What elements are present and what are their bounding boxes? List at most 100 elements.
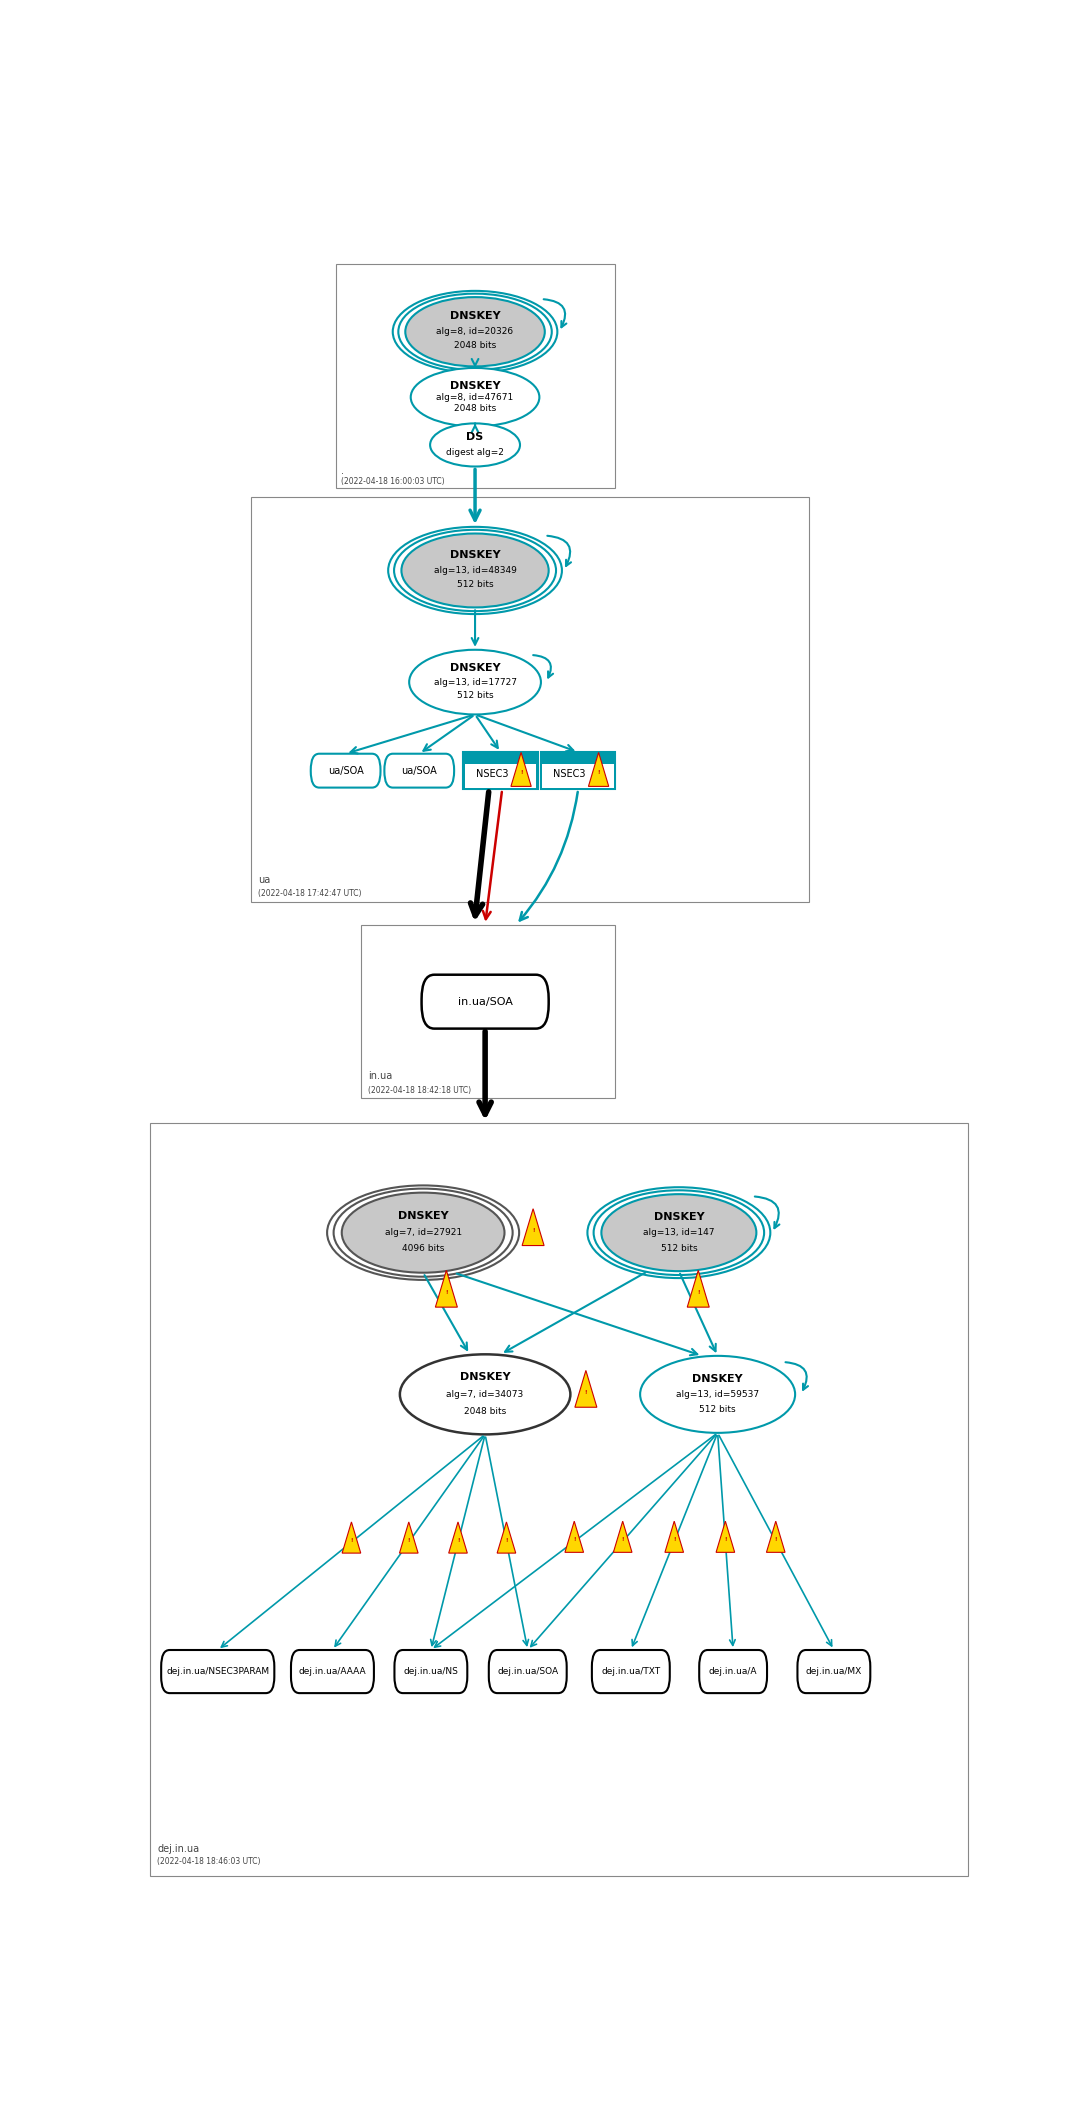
Text: !: !: [408, 1539, 410, 1543]
Text: dej.in.ua: dej.in.ua: [157, 1843, 200, 1853]
Bar: [336, 263, 614, 488]
Bar: [465, 764, 537, 788]
Text: !: !: [585, 1391, 587, 1395]
Text: ua: ua: [257, 875, 271, 885]
Text: NSEC3: NSEC3: [476, 769, 508, 779]
Text: !: !: [531, 1229, 535, 1233]
Polygon shape: [435, 1270, 457, 1308]
Text: (2022-04-18 16:00:03 UTC): (2022-04-18 16:00:03 UTC): [340, 478, 444, 486]
Text: digest alg=2: digest alg=2: [446, 448, 504, 456]
Text: alg=13, id=17727: alg=13, id=17727: [433, 677, 516, 686]
FancyBboxPatch shape: [798, 1650, 871, 1694]
Bar: [251, 497, 810, 902]
Text: !: !: [519, 771, 523, 775]
Text: !: !: [598, 771, 600, 775]
Polygon shape: [575, 1371, 597, 1408]
Bar: [541, 752, 615, 790]
FancyBboxPatch shape: [489, 1650, 566, 1694]
FancyBboxPatch shape: [421, 974, 549, 1030]
Text: 512 bits: 512 bits: [660, 1244, 697, 1253]
Text: 512 bits: 512 bits: [699, 1405, 736, 1414]
Text: !: !: [673, 1537, 675, 1543]
Text: DNSKEY: DNSKEY: [693, 1374, 743, 1384]
Text: !: !: [350, 1539, 352, 1543]
FancyBboxPatch shape: [384, 754, 454, 788]
Polygon shape: [716, 1522, 734, 1552]
Ellipse shape: [601, 1193, 756, 1272]
Text: DNSKEY: DNSKEY: [449, 550, 501, 560]
Text: (2022-04-18 18:46:03 UTC): (2022-04-18 18:46:03 UTC): [157, 1858, 261, 1866]
Polygon shape: [687, 1270, 709, 1308]
Text: .: .: [340, 467, 344, 476]
Text: DNSKEY: DNSKEY: [449, 312, 501, 321]
Polygon shape: [523, 1208, 544, 1246]
Text: dej.in.ua/SOA: dej.in.ua/SOA: [497, 1667, 559, 1675]
Text: !: !: [445, 1291, 447, 1295]
FancyBboxPatch shape: [395, 1650, 467, 1694]
Bar: [464, 752, 538, 790]
Text: 4096 bits: 4096 bits: [401, 1244, 444, 1253]
Ellipse shape: [400, 1354, 571, 1435]
Polygon shape: [664, 1522, 684, 1552]
Text: in.ua: in.ua: [368, 1072, 392, 1081]
Text: alg=13, id=59537: alg=13, id=59537: [676, 1391, 759, 1399]
Text: DNSKEY: DNSKEY: [398, 1210, 448, 1221]
Text: alg=8, id=20326: alg=8, id=20326: [436, 327, 514, 335]
Text: 2048 bits: 2048 bits: [464, 1408, 506, 1416]
Polygon shape: [497, 1522, 516, 1554]
Text: (2022-04-18 18:42:18 UTC): (2022-04-18 18:42:18 UTC): [368, 1085, 471, 1095]
Text: DNSKEY: DNSKEY: [654, 1212, 704, 1223]
Text: alg=13, id=48349: alg=13, id=48349: [433, 567, 516, 575]
Bar: [361, 926, 615, 1098]
FancyBboxPatch shape: [699, 1650, 767, 1694]
Text: 512 bits: 512 bits: [457, 692, 493, 701]
Text: !: !: [505, 1539, 507, 1543]
Text: !: !: [724, 1537, 727, 1543]
Text: dej.in.ua/A: dej.in.ua/A: [709, 1667, 757, 1675]
Ellipse shape: [405, 297, 544, 367]
Text: dej.in.ua/AAAA: dej.in.ua/AAAA: [299, 1667, 367, 1675]
Polygon shape: [613, 1522, 632, 1552]
Ellipse shape: [341, 1193, 504, 1272]
Text: NSEC3: NSEC3: [553, 769, 586, 779]
Text: dej.in.ua/NSEC3PARAM: dej.in.ua/NSEC3PARAM: [166, 1667, 269, 1675]
FancyBboxPatch shape: [592, 1650, 670, 1694]
Polygon shape: [511, 752, 531, 786]
Ellipse shape: [430, 422, 520, 467]
Text: (2022-04-18 17:42:47 UTC): (2022-04-18 17:42:47 UTC): [257, 890, 361, 898]
Text: DNSKEY: DNSKEY: [459, 1371, 511, 1382]
Text: ua/SOA: ua/SOA: [401, 766, 437, 775]
Text: dej.in.ua/NS: dej.in.ua/NS: [404, 1667, 458, 1675]
Ellipse shape: [409, 650, 541, 715]
Text: 2048 bits: 2048 bits: [454, 342, 496, 350]
Text: ua/SOA: ua/SOA: [327, 766, 363, 775]
FancyBboxPatch shape: [291, 1650, 374, 1694]
FancyBboxPatch shape: [161, 1650, 274, 1694]
Polygon shape: [588, 752, 609, 786]
Bar: [151, 1123, 968, 1875]
Polygon shape: [565, 1522, 584, 1552]
Text: 512 bits: 512 bits: [457, 580, 493, 588]
Text: alg=7, id=27921: alg=7, id=27921: [384, 1229, 461, 1238]
Bar: [542, 764, 614, 788]
Text: in.ua/SOA: in.ua/SOA: [458, 996, 513, 1006]
Text: alg=13, id=147: alg=13, id=147: [643, 1229, 715, 1238]
Text: DS: DS: [467, 433, 483, 442]
Polygon shape: [448, 1522, 467, 1554]
Text: alg=8, id=47671: alg=8, id=47671: [436, 393, 514, 401]
Polygon shape: [343, 1522, 361, 1554]
Ellipse shape: [401, 533, 549, 607]
Ellipse shape: [640, 1357, 795, 1433]
Text: dej.in.ua/TXT: dej.in.ua/TXT: [601, 1667, 660, 1675]
Text: 2048 bits: 2048 bits: [454, 403, 496, 414]
Text: !: !: [622, 1537, 624, 1543]
Polygon shape: [399, 1522, 418, 1554]
Ellipse shape: [410, 367, 539, 427]
Text: DNSKEY: DNSKEY: [449, 380, 501, 391]
Polygon shape: [767, 1522, 786, 1552]
Text: DNSKEY: DNSKEY: [449, 662, 501, 673]
Text: !: !: [697, 1291, 699, 1295]
Text: !: !: [775, 1537, 777, 1543]
Text: dej.in.ua/MX: dej.in.ua/MX: [806, 1667, 862, 1675]
Text: !: !: [573, 1537, 575, 1543]
